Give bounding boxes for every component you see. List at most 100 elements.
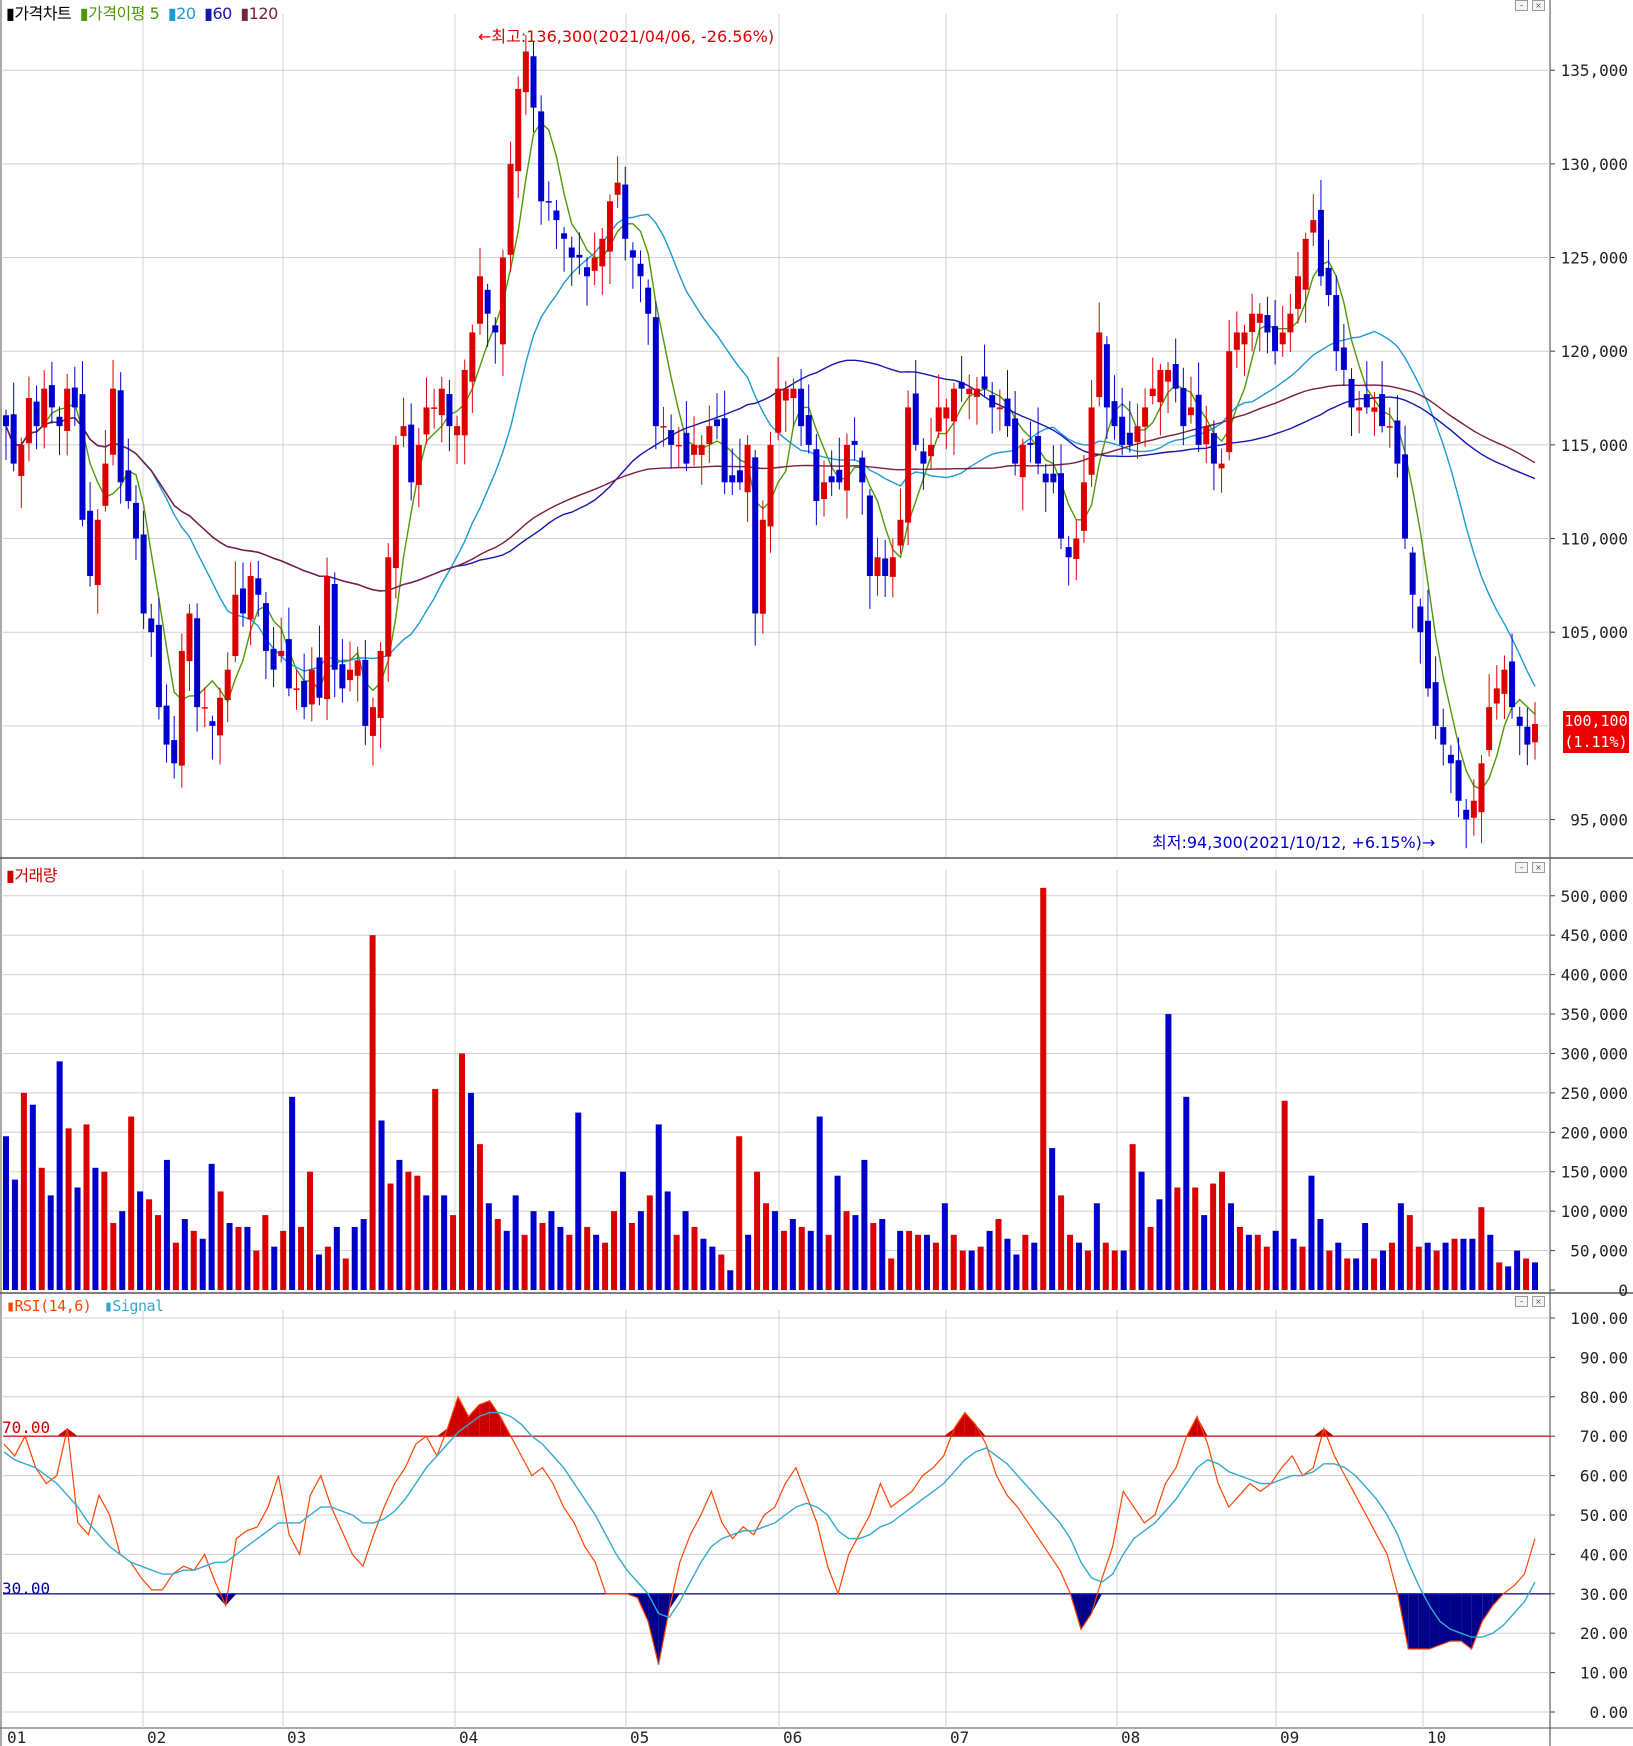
volume-bar: [700, 1238, 707, 1290]
volume-bar: [378, 1120, 385, 1290]
candle-body: [721, 418, 728, 483]
volume-bar: [110, 1222, 117, 1290]
candle-body: [515, 88, 522, 172]
candle-body: [1509, 661, 1516, 708]
volume-bar: [333, 1226, 340, 1290]
price-legend: ▮가격차트 ▮가격이평 5 ▮20 ▮60 ▮120: [6, 0, 282, 24]
candle-body: [683, 432, 690, 464]
rsi-overbought-fill: [1313, 1428, 1324, 1437]
volume-bar: [38, 1167, 45, 1290]
price-panel-close-button[interactable]: ×: [1532, 0, 1545, 11]
candle-body: [1004, 398, 1011, 427]
volume-bar: [691, 1226, 698, 1290]
volume-axis-label: 450,000: [1561, 926, 1628, 945]
candle-body: [1264, 315, 1271, 333]
candle-body: [981, 376, 988, 389]
candle-body: [744, 444, 751, 493]
volume-bar: [1067, 1234, 1074, 1290]
volume-axis-label: 350,000: [1561, 1005, 1628, 1024]
candle-body: [1088, 407, 1095, 475]
candle-body: [782, 388, 789, 401]
candle-body: [1295, 276, 1302, 309]
axis-labels: 01 02 03 04 05 06 07 08 09 10 135,000 130,000 125,00…: [7, 61, 1628, 1746]
rsi-oversold-fill: [658, 1593, 670, 1665]
volume-bar: [664, 1191, 671, 1290]
volume-bar: [566, 1234, 573, 1290]
volume-bar: [146, 1199, 153, 1290]
volume-bar: [298, 1226, 305, 1290]
candle-body: [1402, 454, 1409, 539]
rsi-lines: [3, 1395, 1550, 1665]
candle-body: [369, 707, 376, 736]
candle-body: [1333, 295, 1340, 352]
x-axis-label: 01: [7, 1728, 26, 1746]
price-panel-minimize-button[interactable]: –: [1515, 0, 1528, 11]
rsi-axis-label: 0.00: [1589, 1703, 1628, 1722]
volume-bar: [789, 1219, 796, 1290]
rsi-legend: ▮RSI(14,6) ▮Signal: [6, 1297, 168, 1315]
rsi-panel-minimize-button[interactable]: –: [1515, 1296, 1528, 1307]
candle-body: [1142, 407, 1149, 427]
candle-body: [1432, 682, 1439, 726]
volume-bar: [673, 1234, 680, 1290]
volume-bar: [1514, 1250, 1521, 1290]
volume-bar: [548, 1211, 555, 1290]
price-axis-label: 105,000: [1561, 623, 1628, 642]
rsi-oversold-fill: [215, 1593, 226, 1606]
candle-body: [538, 111, 545, 202]
volume-bar: [1505, 1266, 1512, 1290]
candle-body: [530, 56, 537, 108]
x-axis-label: 06: [783, 1728, 802, 1746]
candle-body: [996, 407, 1003, 410]
candle-body: [545, 201, 552, 203]
candle-body: [1493, 688, 1500, 704]
volume-bar: [611, 1211, 618, 1290]
candle-body: [1241, 332, 1248, 345]
candle-body: [660, 426, 667, 428]
candle-body: [125, 470, 132, 502]
volume-bar: [423, 1195, 430, 1290]
volume-bar: [503, 1230, 510, 1290]
rsi-axis-label: 40.00: [1580, 1545, 1628, 1564]
volume-bar: [1263, 1246, 1270, 1290]
volume-axis-label: 250,000: [1561, 1084, 1628, 1103]
volume-bar: [816, 1116, 823, 1290]
x-axis-label: 04: [459, 1728, 478, 1746]
volume-bar: [65, 1128, 72, 1290]
volume-bar: [476, 1144, 483, 1290]
candle-body: [1080, 482, 1087, 531]
current-change: (1.11%): [1564, 733, 1628, 751]
candle-body: [64, 388, 71, 431]
candle-body: [614, 182, 621, 195]
candle-body: [262, 603, 269, 651]
volume-axis-label: 50,000: [1570, 1242, 1628, 1261]
volume-bar: [834, 1175, 841, 1290]
candle-body: [912, 393, 919, 445]
ma20-line: [5, 213, 1536, 687]
candle-body: [821, 482, 828, 500]
candle-body: [958, 382, 965, 389]
candle-body: [1386, 426, 1393, 428]
volume-panel-minimize-button[interactable]: –: [1515, 862, 1528, 873]
volume-bar: [253, 1250, 260, 1290]
candle-body: [423, 407, 430, 435]
candle-body: [622, 184, 629, 239]
candle-body: [48, 385, 55, 408]
candle-body: [713, 419, 720, 427]
candle-body: [1165, 369, 1172, 382]
candle-body: [1119, 416, 1126, 445]
rsi-panel-close-button[interactable]: ×: [1532, 1296, 1545, 1307]
volume-panel-close-button[interactable]: ×: [1532, 862, 1545, 873]
candle-body: [1058, 473, 1065, 539]
volume-bar: [718, 1254, 725, 1290]
candle-body: [1233, 332, 1240, 350]
candle-body: [813, 449, 820, 502]
candle-body: [1187, 407, 1194, 416]
candle-body: [41, 388, 48, 428]
volume-bar: [637, 1211, 644, 1290]
legend-ma60: ▮60: [204, 4, 232, 23]
candle-body: [836, 469, 843, 483]
candle-body: [247, 576, 254, 620]
candle-body: [828, 476, 835, 483]
